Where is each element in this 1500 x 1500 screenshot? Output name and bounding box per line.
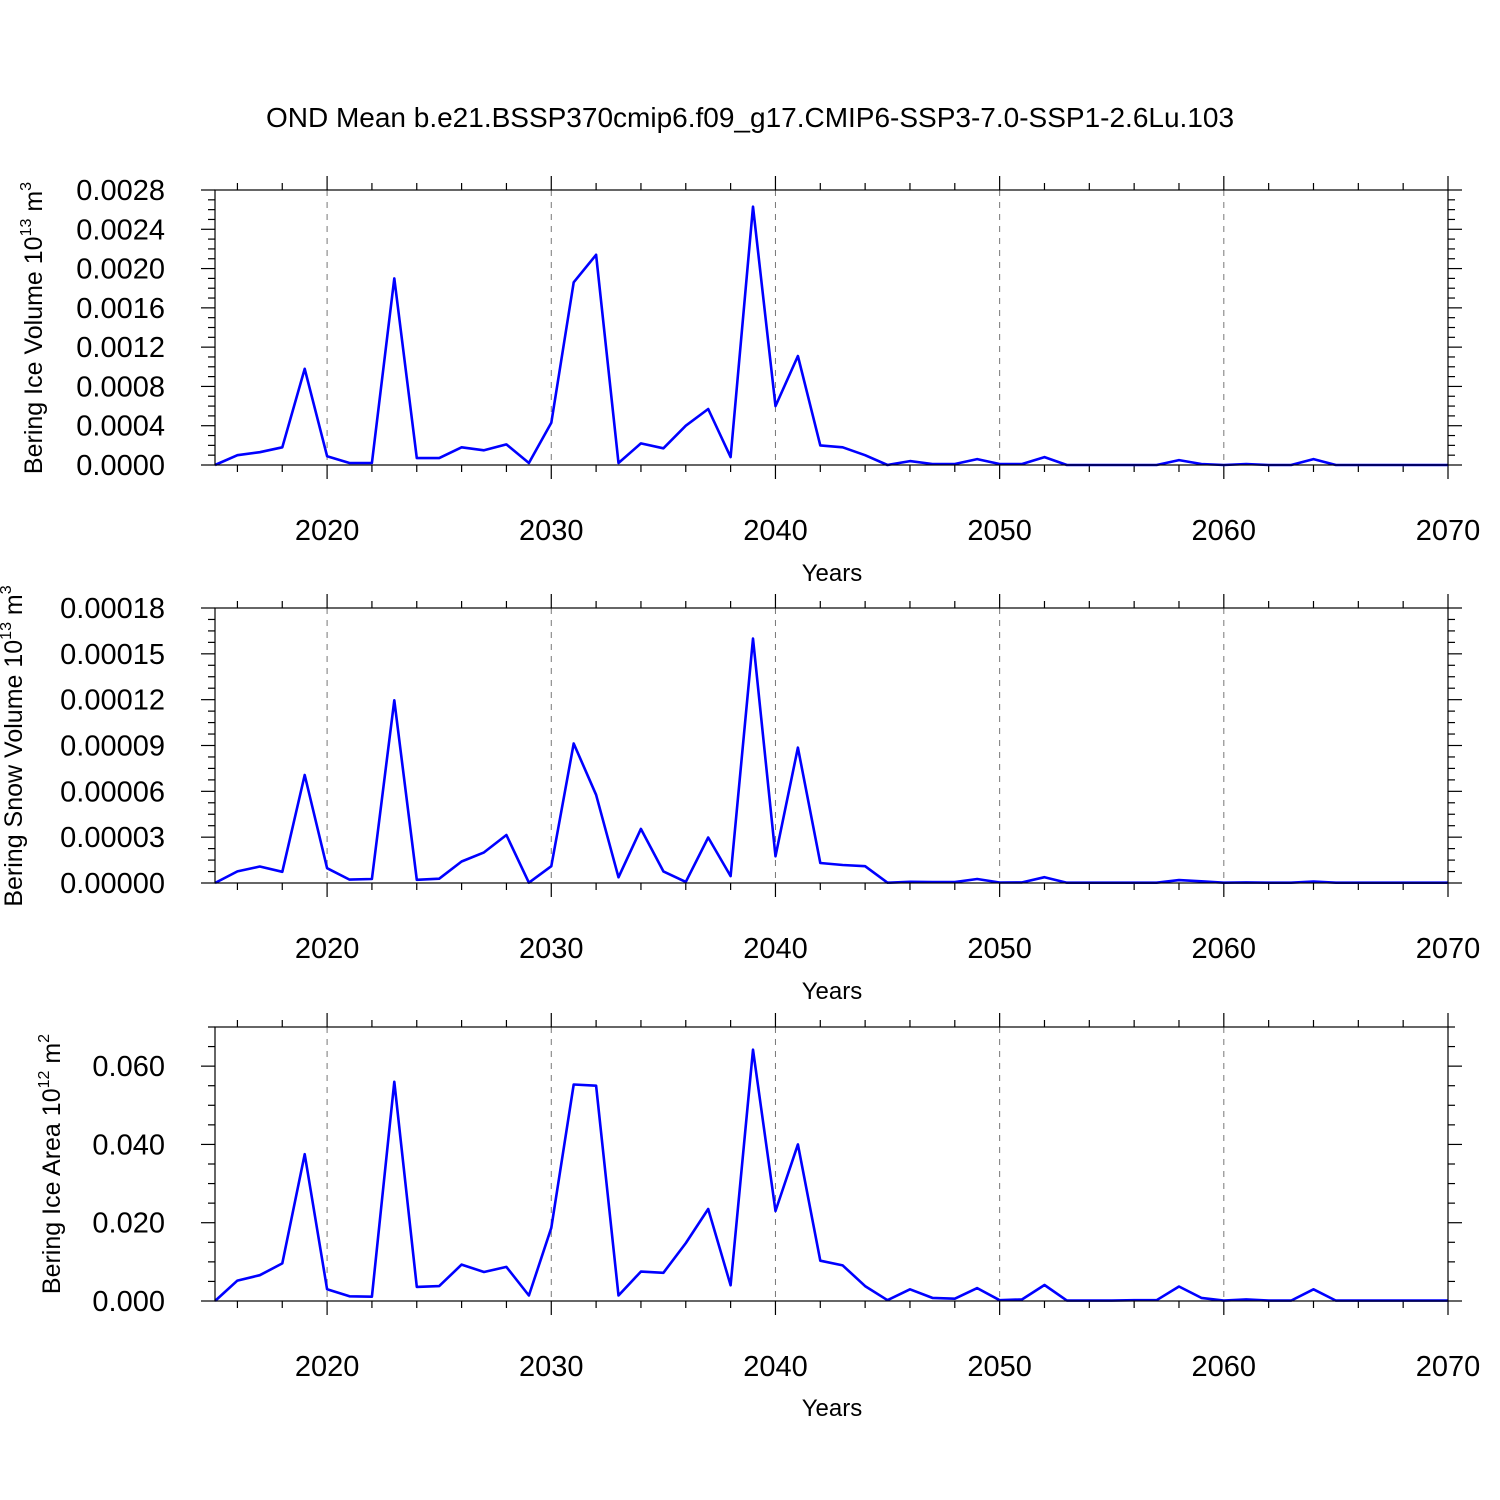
y-tick-label: 0.040 — [92, 1129, 165, 1161]
y-axis-label-unit: m — [0, 594, 28, 622]
x-axis-label: Years — [802, 560, 863, 587]
x-tick-label: 2070 — [1416, 1351, 1481, 1383]
grid-lines — [326, 608, 1225, 883]
y-axis-label-unit-exponent: 3 — [18, 182, 35, 191]
x-axis-label: Years — [802, 1395, 863, 1422]
tick-marks — [201, 594, 1462, 897]
x-tick-label: 2030 — [519, 515, 584, 547]
x-tick-label: 2040 — [743, 1351, 808, 1383]
plot-frame — [214, 1026, 1449, 1302]
y-tick-label: 0.00012 — [60, 685, 165, 717]
y-tick-label: 0.000 — [92, 1286, 165, 1318]
y-axis-label-main: Bering Ice Area 10 — [38, 1088, 66, 1294]
y-axis-label-exponent: 12 — [36, 1070, 53, 1088]
y-tick-label: 0.00003 — [60, 822, 165, 854]
x-tick-label: 2050 — [967, 515, 1032, 547]
panel-ice-volume: 2020 2030 2040 2050 2060 2070 0.00000.00040.0… — [18, 175, 1480, 587]
plot-frame — [214, 607, 1449, 884]
y-axis-label-unit-exponent: 2 — [36, 1034, 53, 1043]
x-tick-label: 2040 — [743, 515, 808, 547]
y-tick-labels: 0.0000 0.0004 0.0008 0.0012 0.0016 0.0020 0.00… — [76, 175, 165, 482]
panel-ice-area: 2020 2030 2040 2050 2060 2070 0.000 0.020 0.040… — [36, 1013, 1480, 1422]
y-axis-label-main: Bering Ice Volume 10 — [20, 236, 48, 474]
y-tick-label: 0.0020 — [76, 254, 165, 286]
y-tick-label: 0.020 — [92, 1208, 165, 1240]
x-tick-label: 2060 — [1192, 933, 1257, 965]
y-axis-label: Bering Snow Volume 1013 m3 — [0, 585, 28, 906]
y-tick-label: 0.0024 — [76, 214, 165, 246]
y-tick-label: 0.00018 — [60, 593, 165, 625]
x-tick-labels: 2020 2030 2040 2050 2060 2070 — [295, 515, 1480, 547]
x-tick-label: 2030 — [519, 933, 584, 965]
y-tick-label: 0.00006 — [60, 776, 165, 808]
y-axis-label-main: Bering Snow Volume 10 — [0, 640, 28, 907]
y-axis-label: Bering Ice Volume 1013 m3 — [18, 182, 48, 474]
x-tick-label: 2030 — [519, 1351, 584, 1383]
x-tick-label: 2020 — [295, 933, 360, 965]
y-tick-label: 0.0004 — [76, 411, 165, 443]
tick-marks — [201, 176, 1462, 479]
ice-area-series-line — [214, 1048, 1448, 1302]
figure-title: OND Mean b.e21.BSSP370cmip6.f09_g17.CMIP… — [266, 102, 1234, 133]
x-tick-label: 2040 — [743, 933, 808, 965]
y-axis-label-unit-exponent: 3 — [0, 585, 15, 594]
tick-marks — [201, 1013, 1462, 1315]
y-axis-label: Bering Ice Area 1012 m2 — [36, 1034, 66, 1294]
y-tick-labels: 0.00000 0.00003 0.00006 0.00009 0.00012 0.000… — [60, 593, 165, 900]
y-tick-label: 0.00015 — [60, 639, 165, 671]
x-tick-label: 2020 — [295, 515, 360, 547]
y-tick-label: 0.060 — [92, 1051, 165, 1083]
x-tick-label: 2060 — [1192, 515, 1257, 547]
y-tick-label: 0.00000 — [60, 868, 165, 900]
x-tick-label: 2020 — [295, 1351, 360, 1383]
y-axis-label-unit: m — [38, 1043, 66, 1071]
y-tick-label: 0.0000 — [76, 450, 165, 482]
y-tick-label: 0.0008 — [76, 371, 165, 403]
x-tick-labels: 2020 2030 2040 2050 2060 2070 — [295, 933, 1480, 965]
x-tick-label: 2050 — [967, 933, 1032, 965]
y-axis-label-exponent: 13 — [0, 622, 15, 640]
x-tick-label: 2070 — [1416, 515, 1481, 547]
x-tick-label: 2070 — [1416, 933, 1481, 965]
x-axis-label: Years — [802, 978, 863, 1005]
grid-lines — [326, 1027, 1225, 1301]
y-axis-label-exponent: 13 — [18, 219, 35, 237]
y-tick-label: 0.0028 — [76, 175, 165, 207]
y-tick-label: 0.00009 — [60, 731, 165, 763]
x-tick-label: 2060 — [1192, 1351, 1257, 1383]
y-axis-label-unit: m — [20, 191, 48, 219]
panel-snow-volume: 2020 2030 2040 2050 2060 2070 0.000000.000030… — [0, 585, 1480, 1005]
y-tick-label: 0.0012 — [76, 332, 165, 364]
x-tick-labels: 2020 2030 2040 2050 2060 2070 — [295, 1351, 1480, 1383]
y-tick-labels: 0.000 0.020 0.040 0.060 — [92, 1051, 165, 1318]
ice-volume-series-line — [214, 205, 1448, 467]
plot-frame — [214, 189, 1449, 466]
y-tick-label: 0.0016 — [76, 293, 165, 325]
x-tick-label: 2050 — [967, 1351, 1032, 1383]
